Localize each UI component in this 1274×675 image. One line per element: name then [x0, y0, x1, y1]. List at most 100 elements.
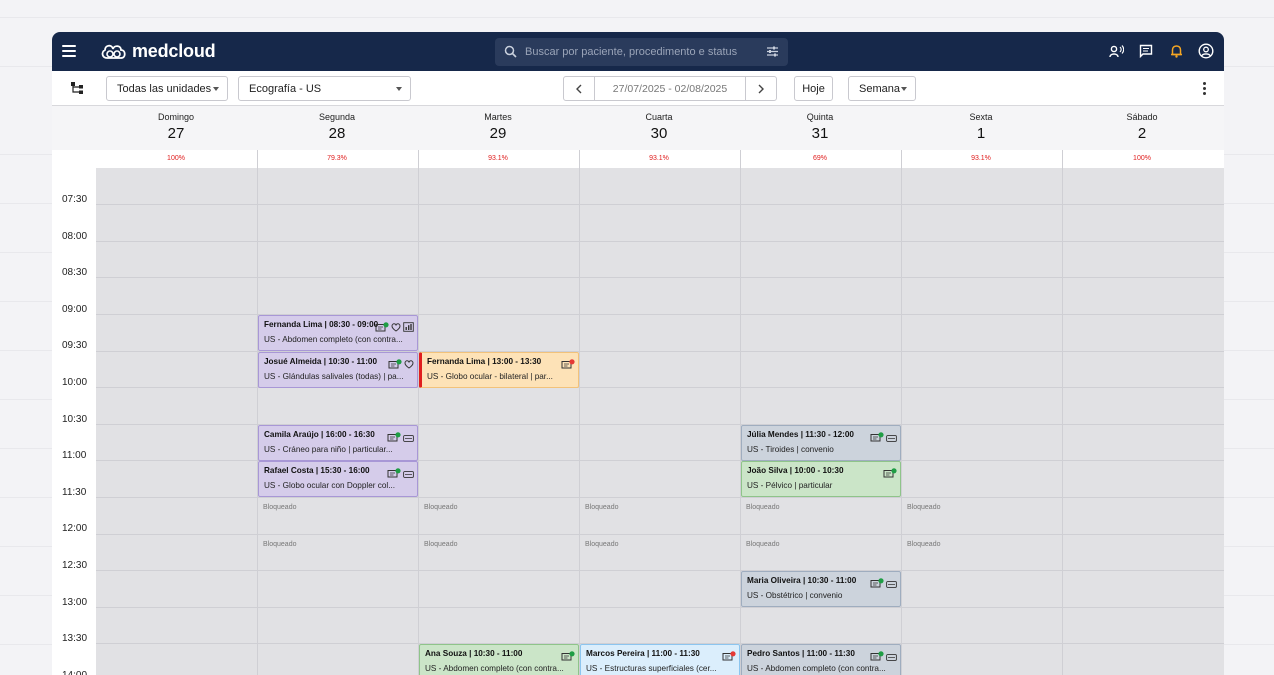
day-name: Cuarta — [645, 112, 673, 122]
hamburger-menu-icon[interactable] — [62, 44, 76, 58]
appointment-card[interactable]: João Silva | 10:00 - 10:30 US - Pélvico |… — [741, 461, 901, 498]
day-date: 27 — [167, 125, 185, 142]
time-label: 07:30 — [62, 194, 88, 205]
grid-row-line — [96, 606, 1224, 608]
day-header-sábado[interactable]: Sábado 2 — [1062, 106, 1222, 142]
appointment-card[interactable]: Pedro Santos | 11:00 - 11:30 US - Abdomen… — [741, 644, 901, 675]
grid-row-line — [96, 277, 1224, 279]
payment-status-icon — [722, 648, 736, 666]
calendar-grid: Bloqueado Bloqueado Bloqueado Bloqueado Bloq… — [96, 150, 1224, 675]
payment-status-icon — [375, 319, 389, 337]
appointment-title: João Silva | 10:00 - 10:30 — [747, 466, 844, 476]
time-label: 08:00 — [62, 230, 88, 242]
blocked-slot-label: Bloqueado — [585, 541, 619, 548]
day-date: 1 — [976, 125, 986, 142]
occupancy-percent: 93.1% — [488, 155, 508, 162]
logo[interactable]: medcloud — [100, 41, 216, 62]
appointment-card[interactable]: Maria Oliveira | 10:30 - 11:00 US - Obsté… — [741, 571, 901, 608]
grid-row-line — [96, 496, 1224, 498]
time-label: 11:00 — [62, 450, 87, 462]
previous-week-button[interactable] — [564, 77, 594, 100]
blocked-slot-label: Bloqueado — [746, 504, 780, 512]
user-account-icon[interactable] — [1198, 43, 1214, 59]
appointment-description: US - Globo ocular - bilateral | par... — [427, 371, 553, 381]
insurance-card-icon — [403, 429, 414, 447]
app-window: medcloud — [52, 32, 1224, 675]
grid-column-line — [418, 150, 419, 675]
voice-user-icon[interactable] — [1108, 43, 1124, 59]
appointment-description: US - Glándulas salivales (todas) | pa... — [264, 371, 404, 381]
heart-icon — [404, 356, 414, 374]
appointment-card[interactable]: Ana Souza | 10:30 - 11:00 US - Abdomen co… — [419, 644, 579, 675]
blocked-slot-label: Bloqueado — [907, 541, 941, 548]
appointment-status-icons — [870, 648, 897, 666]
chart-icon — [403, 319, 414, 337]
payment-status-icon — [561, 356, 575, 374]
day-header-sexta[interactable]: Sexta 1 — [901, 106, 1061, 142]
appointment-card[interactable]: Camila Araújo | 16:00 - 16:30 US - Cráneo… — [258, 424, 418, 461]
top-right-actions — [1108, 43, 1214, 59]
search-input[interactable] — [525, 44, 755, 60]
appointment-card[interactable]: Josué Almeida | 10:30 - 11:00 US - Glándu… — [258, 351, 418, 388]
medcloud-logo-icon — [101, 44, 126, 59]
day-header-martes[interactable]: Martes 29 — [418, 106, 578, 142]
modality-select[interactable]: Ecografía - US — [238, 76, 411, 101]
next-week-button[interactable] — [746, 77, 776, 100]
appointment-description: US - Abdomen completo (con contra... — [264, 334, 403, 344]
chevron-down-icon — [901, 87, 907, 91]
grid-column-line — [740, 150, 741, 675]
day-name: Sexta — [969, 112, 993, 122]
occupancy-percent: 100% — [167, 155, 185, 162]
time-label: 08:30 — [62, 267, 88, 279]
search-box[interactable] — [495, 38, 788, 66]
appointment-card[interactable]: Rafael Costa | 15:30 - 16:00 US - Globo o… — [258, 461, 418, 498]
blocked-slot-label: Bloqueado — [585, 504, 619, 512]
logo-text: medcloud — [132, 41, 216, 61]
appointment-title: Fernanda Lima | 13:00 - 13:30 — [427, 356, 542, 366]
grid-column-line — [257, 150, 258, 675]
time-label: 14:00 — [62, 670, 87, 675]
date-range-label[interactable]: 27/07/2025 - 02/08/2025 — [594, 77, 746, 100]
day-header-cuarta[interactable]: Cuarta 30 — [579, 106, 739, 142]
occupancy-row: 100% 79.3% 93.1% 93.1% 69% 93.1% 100% — [96, 150, 1224, 168]
today-button[interactable]: Hoje — [794, 76, 833, 101]
view-select-value: Semana — [859, 82, 900, 95]
appointment-status-icons — [870, 429, 897, 447]
view-select[interactable]: Semana — [848, 76, 916, 101]
units-select[interactable]: Todas las unidades — [106, 76, 228, 101]
time-label: 13:30 — [62, 633, 88, 645]
day-header-quinta[interactable]: Quinta 31 — [740, 106, 900, 142]
hierarchy-tree-icon[interactable] — [70, 81, 84, 95]
grid-row-line — [96, 570, 1224, 572]
grid-column-line — [901, 150, 902, 675]
more-options-icon[interactable] — [1203, 82, 1206, 95]
day-date: 2 — [1137, 125, 1147, 142]
grid-row-line — [96, 240, 1224, 242]
appointment-card[interactable]: Fernanda Lima | 08:30 - 09:00 US - Abdome… — [258, 314, 418, 351]
bell-notification-icon[interactable] — [1168, 43, 1184, 59]
blocked-slot-label: Bloqueado — [424, 541, 458, 548]
day-header-segunda[interactable]: Segunda 28 — [257, 106, 417, 142]
filter-sliders-icon[interactable] — [766, 45, 779, 58]
payment-status-icon — [561, 648, 575, 666]
appointment-status-icons — [870, 575, 897, 593]
appointment-card[interactable]: Marcos Pereira | 11:00 - 11:30 US - Estru… — [580, 644, 740, 675]
day-date: 28 — [328, 125, 346, 142]
chat-icon[interactable] — [1138, 43, 1154, 59]
appointment-description: US - Tiroides | convenio — [747, 444, 834, 454]
chevron-down-icon — [213, 87, 219, 91]
grid-row-line — [96, 460, 1224, 462]
chevron-left-icon — [576, 84, 582, 93]
blocked-slot-label: Bloqueado — [746, 541, 780, 548]
appointment-description: US - Estructuras superficiales (cer... — [586, 664, 717, 674]
blocked-slot-label: Bloqueado — [263, 504, 297, 512]
time-label: 09:00 — [62, 303, 88, 315]
appointment-card[interactable]: Júlia Mendes | 11:30 - 12:00 US - Tiroide… — [741, 424, 901, 461]
day-name: Quinta — [806, 112, 834, 122]
day-name: Sábado — [1126, 112, 1158, 122]
day-header-domingo[interactable]: Domingo 27 — [96, 106, 256, 142]
day-name: Domingo — [157, 112, 195, 122]
appointment-card[interactable]: Fernanda Lima | 13:00 - 13:30 US - Globo … — [419, 351, 579, 388]
insurance-card-icon — [886, 429, 897, 447]
grid-row-line — [96, 350, 1224, 352]
